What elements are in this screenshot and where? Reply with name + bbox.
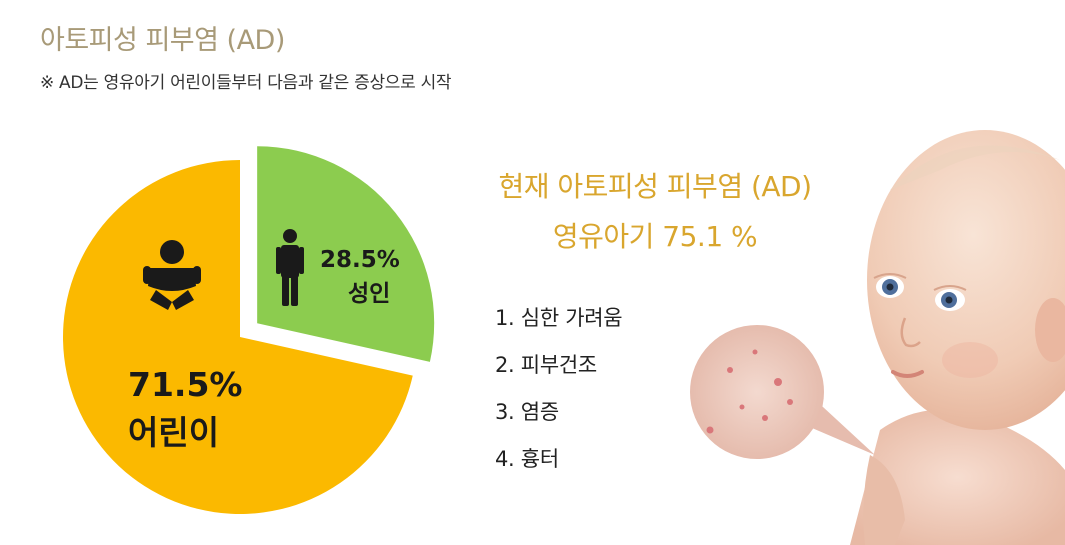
symptom-list: 1. 심한 가려움 2. 피부건조 3. 염증 4. 흉터 [495, 295, 623, 483]
headline-line1: 현재 아토피성 피부염 (AD) [498, 170, 812, 203]
subtitle-note: ※ AD는 영유아기 어린이들부터 다음과 같은 증상으로 시작 [40, 73, 452, 93]
symptom-item: 3. 염증 [495, 400, 559, 424]
adult-person-icon [276, 229, 304, 306]
headline-line2: 영유아기 75.1 % [552, 220, 758, 253]
child-percent-label: 71.5% [128, 365, 243, 404]
pie-chart [63, 146, 435, 514]
page-title: 아토피성 피부염 (AD) [40, 25, 285, 56]
symptom-item: 4. 흉터 [495, 447, 559, 471]
pie-slice-child [63, 160, 413, 514]
adult-percent-label: 28.5% [320, 247, 400, 273]
child-name-label: 어린이 [128, 413, 220, 452]
symptom-item: 1. 심한 가려움 [495, 306, 623, 330]
symptom-item: 2. 피부건조 [495, 353, 597, 377]
adult-name-label: 성인 [348, 281, 391, 307]
baby-icon [143, 240, 201, 310]
pie-slice-adult [257, 146, 435, 362]
